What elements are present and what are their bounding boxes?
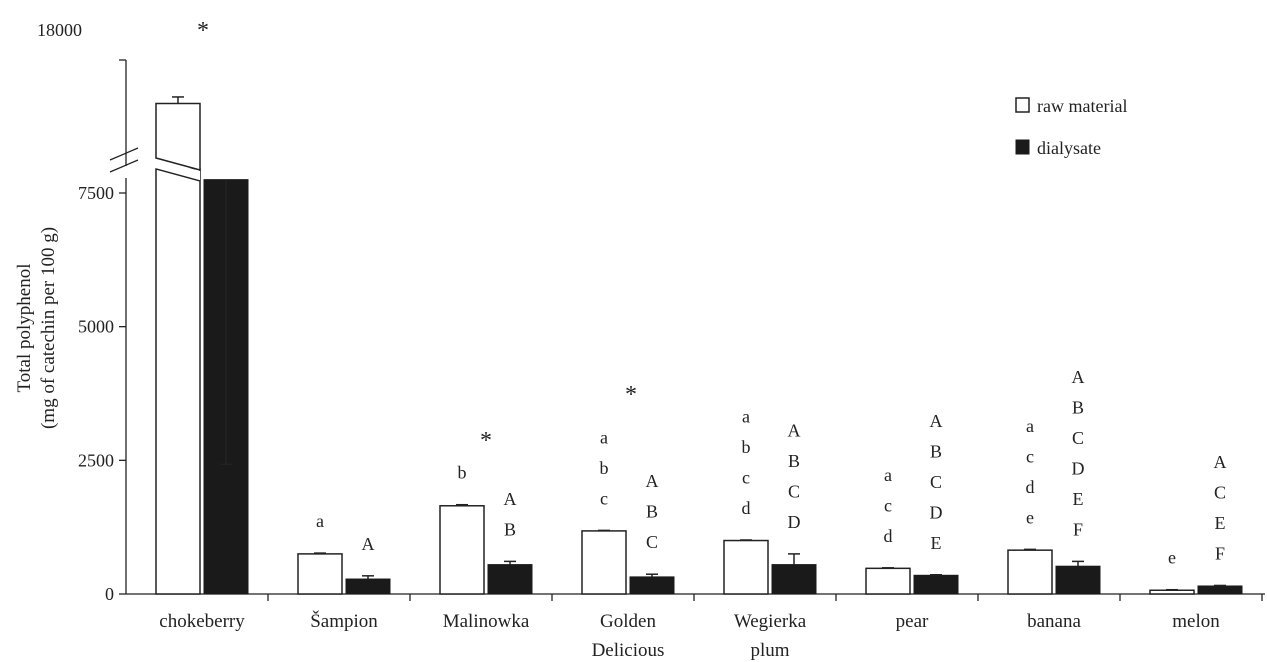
x-tick-label: Delicious — [592, 640, 665, 661]
legend-swatch-dialysate — [1015, 139, 1030, 155]
bar-raw-material — [1007, 549, 1053, 595]
significance-letter: A — [1072, 367, 1085, 387]
significance-letter: F — [1073, 519, 1083, 539]
bar-dialysate — [1055, 565, 1101, 595]
bar-raw-material-upper — [155, 102, 201, 171]
significance-letter: C — [1214, 482, 1226, 502]
x-tick-label: Golden — [600, 611, 656, 632]
y-tick-label: 7500 — [78, 183, 114, 203]
legend: raw material dialysate — [1015, 96, 1127, 158]
legend-label-raw-material: raw material — [1037, 96, 1127, 116]
significance-letter: A — [646, 471, 659, 491]
x-tick-label: banana — [1027, 611, 1081, 632]
x-tick-label: melon — [1172, 611, 1220, 632]
y-axis-label-line-1: Total polyphenol — [14, 263, 35, 392]
x-tick-label: pear — [896, 611, 929, 632]
significance-letter: c — [600, 488, 608, 508]
x-tick-label: chokeberry — [159, 611, 245, 632]
bar-dialysate — [913, 574, 959, 595]
bar-raw-material — [297, 553, 343, 595]
bar-raw-material — [723, 539, 769, 595]
legend-swatch-raw-material — [1015, 97, 1030, 113]
significance-letter: D — [788, 512, 801, 532]
significance-letter: d — [884, 526, 893, 546]
y-axis-label-line-2: (mg of catechin per 100 g) — [38, 227, 59, 429]
y-axis-break-mark — [109, 159, 139, 173]
significance-letter: B — [646, 502, 658, 522]
significance-asterisk: * — [625, 382, 637, 408]
bar-break-gap — [156, 158, 200, 181]
bar-dialysate — [629, 576, 675, 595]
significance-letter: e — [1168, 548, 1176, 568]
significance-letter: a — [1026, 416, 1034, 436]
significance-letter: a — [316, 511, 324, 531]
significance-letter: A — [788, 420, 801, 440]
significance-letter: b — [458, 463, 467, 483]
significance-letter: c — [884, 495, 892, 515]
significance-letter: d — [1026, 477, 1035, 497]
x-tick-label: Šampion — [310, 610, 378, 632]
y-tick-label: 5000 — [78, 317, 114, 337]
y-tick-label: 18000 — [37, 20, 82, 40]
significance-letter: E — [1215, 513, 1226, 533]
significance-letter: F — [1215, 543, 1225, 563]
y-tick-labels: 0 2500 5000 7500 18000 — [37, 20, 114, 604]
x-tick-label: Malinowka — [443, 611, 530, 632]
significance-letters: aAbABabcABCabcdABCDacdABCDEacdeABCDEFeAC… — [197, 18, 1227, 568]
y-axis-label: Total polyphenol (mg of catechin per 100… — [14, 227, 59, 429]
significance-letter: A — [1214, 452, 1227, 472]
legend-label-dialysate: dialysate — [1037, 138, 1101, 158]
significance-letter: A — [362, 534, 375, 554]
bar-break-edge — [155, 168, 201, 182]
significance-letter: A — [930, 411, 943, 431]
bars — [155, 96, 1243, 595]
significance-letter: D — [1072, 458, 1085, 478]
bar-dialysate — [1197, 585, 1243, 595]
bar-raw-material — [865, 567, 911, 595]
bar-dialysate — [345, 578, 391, 595]
y-tick-label: 2500 — [78, 450, 114, 470]
significance-letter: b — [600, 458, 609, 478]
y-tick-label: 0 — [105, 584, 114, 604]
bar-dialysate — [771, 564, 817, 595]
significance-asterisk: * — [197, 18, 209, 44]
significance-letter: c — [742, 467, 750, 487]
significance-letter: E — [1073, 489, 1084, 509]
significance-letter: b — [742, 437, 751, 457]
bar-raw-material — [155, 168, 201, 595]
significance-letter: B — [1072, 397, 1084, 417]
significance-letter: A — [504, 489, 517, 509]
x-tick-label: plum — [750, 640, 789, 661]
significance-letter: B — [504, 519, 516, 539]
significance-letter: a — [884, 465, 892, 485]
significance-letter: D — [930, 502, 943, 522]
x-tick-labels: chokeberry Šampion Malinowka Golden Deliciou… — [159, 610, 1220, 661]
significance-letter: C — [788, 481, 800, 501]
bar-raw-material — [581, 530, 627, 595]
significance-letter: c — [1026, 446, 1034, 466]
significance-letter: C — [646, 532, 658, 552]
significance-letter: B — [788, 451, 800, 471]
bar-raw-material — [439, 505, 485, 595]
bar-dialysate — [487, 564, 533, 595]
x-tick-label: Wegierka — [734, 611, 807, 632]
significance-letter: d — [742, 498, 751, 518]
bar-raw-material — [1149, 589, 1195, 595]
significance-letter: a — [742, 406, 750, 426]
significance-letter: C — [1072, 428, 1084, 448]
y-axis-break-mark — [109, 147, 139, 161]
significance-letter: B — [930, 441, 942, 461]
significance-letter: E — [931, 533, 942, 553]
significance-letter: a — [600, 427, 608, 447]
significance-letter: e — [1026, 507, 1034, 527]
significance-letter: C — [930, 472, 942, 492]
significance-asterisk: * — [480, 428, 492, 454]
